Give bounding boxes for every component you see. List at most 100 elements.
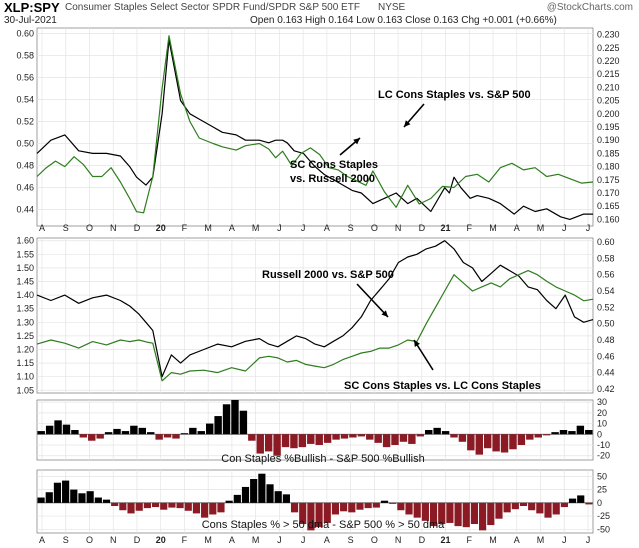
bar-negative bbox=[500, 434, 509, 453]
bar-negative bbox=[542, 434, 551, 436]
bar-negative bbox=[163, 434, 172, 438]
series-line-green bbox=[36, 35, 594, 214]
x-tick-label: A bbox=[39, 535, 45, 545]
bar-negative bbox=[503, 502, 511, 513]
bar-negative bbox=[357, 434, 366, 437]
bar-positive bbox=[577, 495, 585, 503]
bar-positive bbox=[45, 425, 54, 435]
y-right-tick-label: 30 bbox=[597, 397, 607, 407]
x-tick-label: S bbox=[348, 535, 354, 545]
bar-negative bbox=[264, 434, 273, 452]
bar-positive bbox=[94, 497, 102, 503]
arrow-sc-vs-russell-head bbox=[353, 138, 360, 145]
ohlc-readout: Open 0.163 High 0.164 Low 0.163 Close 0.… bbox=[250, 15, 557, 26]
bar-negative bbox=[560, 502, 568, 508]
bar-negative bbox=[391, 434, 399, 445]
bar-positive bbox=[205, 423, 214, 435]
x-tick-label: A bbox=[324, 535, 330, 545]
bar-negative bbox=[552, 502, 560, 515]
bar-positive bbox=[102, 499, 111, 503]
y-left-tick-label: 1.60 bbox=[16, 236, 34, 246]
y-right-tick-label: 0.185 bbox=[597, 148, 620, 158]
y-right-tick-label: 0.42 bbox=[597, 384, 615, 394]
arrow-sc-vs-lc-head bbox=[414, 340, 420, 347]
y-right-tick-label: 0.170 bbox=[597, 188, 620, 198]
bar-negative bbox=[340, 502, 348, 512]
x-tick-label: J bbox=[301, 223, 306, 233]
x-tick-label: M bbox=[204, 223, 212, 233]
bar-negative bbox=[172, 434, 180, 439]
bar-positive bbox=[62, 480, 70, 503]
bar-negative bbox=[168, 502, 176, 508]
bar-negative bbox=[397, 502, 405, 511]
y-left-tick-label: 0.46 bbox=[16, 183, 34, 193]
x-tick-label: S bbox=[63, 535, 69, 545]
x-tick-label: N bbox=[395, 223, 402, 233]
y-left-tick-label: 1.35 bbox=[16, 304, 34, 314]
bar-negative bbox=[534, 434, 542, 438]
panel-title: Con Staples %Bullish - S&P 500 %Bullish bbox=[221, 453, 424, 465]
x-tick-label: J bbox=[586, 535, 591, 545]
bar-positive bbox=[551, 432, 559, 435]
bar-negative bbox=[413, 502, 421, 518]
bar-negative bbox=[470, 502, 479, 524]
x-tick-label: A bbox=[229, 223, 235, 233]
x-tick-label: O bbox=[86, 223, 93, 233]
x-tick-label: J bbox=[562, 223, 567, 233]
bar-positive bbox=[86, 491, 94, 503]
panel-frame-top bbox=[36, 27, 594, 227]
y-left-tick-label: 1.55 bbox=[16, 249, 34, 259]
bar-negative bbox=[408, 434, 416, 444]
bar-negative bbox=[273, 434, 281, 456]
x-tick-label: A bbox=[514, 535, 520, 545]
bar-positive bbox=[53, 482, 62, 503]
bar-negative bbox=[307, 434, 315, 444]
x-tick-label: J bbox=[277, 223, 282, 233]
x-tick-label: D bbox=[419, 535, 426, 545]
bar-negative bbox=[416, 434, 425, 437]
bar-negative bbox=[332, 434, 340, 440]
bar-positive bbox=[189, 427, 197, 435]
x-tick-label: A bbox=[229, 535, 235, 545]
x-tick-label: M bbox=[537, 535, 545, 545]
y-right-tick-label: 0.46 bbox=[597, 351, 615, 361]
bar-negative bbox=[356, 502, 364, 510]
bar-positive bbox=[37, 497, 45, 503]
bar-positive bbox=[70, 489, 78, 503]
x-tick-label: M bbox=[489, 223, 497, 233]
bar-negative bbox=[340, 434, 349, 439]
y-right-tick-label: 0.200 bbox=[597, 109, 620, 119]
y-right-tick-label: 0.44 bbox=[597, 368, 615, 378]
bar-negative bbox=[88, 434, 96, 441]
bar-negative bbox=[111, 502, 119, 506]
bar-positive bbox=[266, 484, 274, 503]
bar-positive bbox=[71, 430, 79, 435]
bar-negative bbox=[495, 502, 503, 519]
x-tick-label: O bbox=[371, 535, 378, 545]
x-tick-label: M bbox=[489, 535, 497, 545]
y-left-tick-label: 1.30 bbox=[16, 317, 34, 327]
x-tick-label: A bbox=[39, 223, 45, 233]
x-tick-label: N bbox=[110, 535, 117, 545]
x-tick-label: D bbox=[134, 535, 141, 545]
y-left-tick-label: 1.25 bbox=[16, 331, 34, 341]
bar-negative bbox=[364, 502, 372, 509]
bar-positive bbox=[113, 428, 121, 435]
bar-negative bbox=[155, 434, 163, 440]
bar-negative bbox=[348, 502, 356, 513]
bar-negative bbox=[151, 502, 160, 508]
bar-negative bbox=[458, 434, 467, 442]
bar-negative bbox=[290, 434, 298, 449]
bar-positive bbox=[282, 494, 290, 503]
y-left-tick-label: 0.52 bbox=[16, 117, 34, 127]
bar-negative bbox=[519, 502, 528, 506]
y-left-tick-label: 0.58 bbox=[16, 51, 34, 61]
y-left-tick-label: 1.45 bbox=[16, 277, 34, 287]
y-left-tick-label: 1.50 bbox=[16, 263, 34, 273]
y-right-tick-label: 0.225 bbox=[597, 43, 620, 53]
bar-negative bbox=[511, 502, 519, 510]
x-tick-label: J bbox=[586, 223, 591, 233]
bar-negative bbox=[315, 502, 323, 528]
y-right-tick-label: 0.230 bbox=[597, 30, 620, 40]
bar-positive bbox=[45, 492, 53, 503]
